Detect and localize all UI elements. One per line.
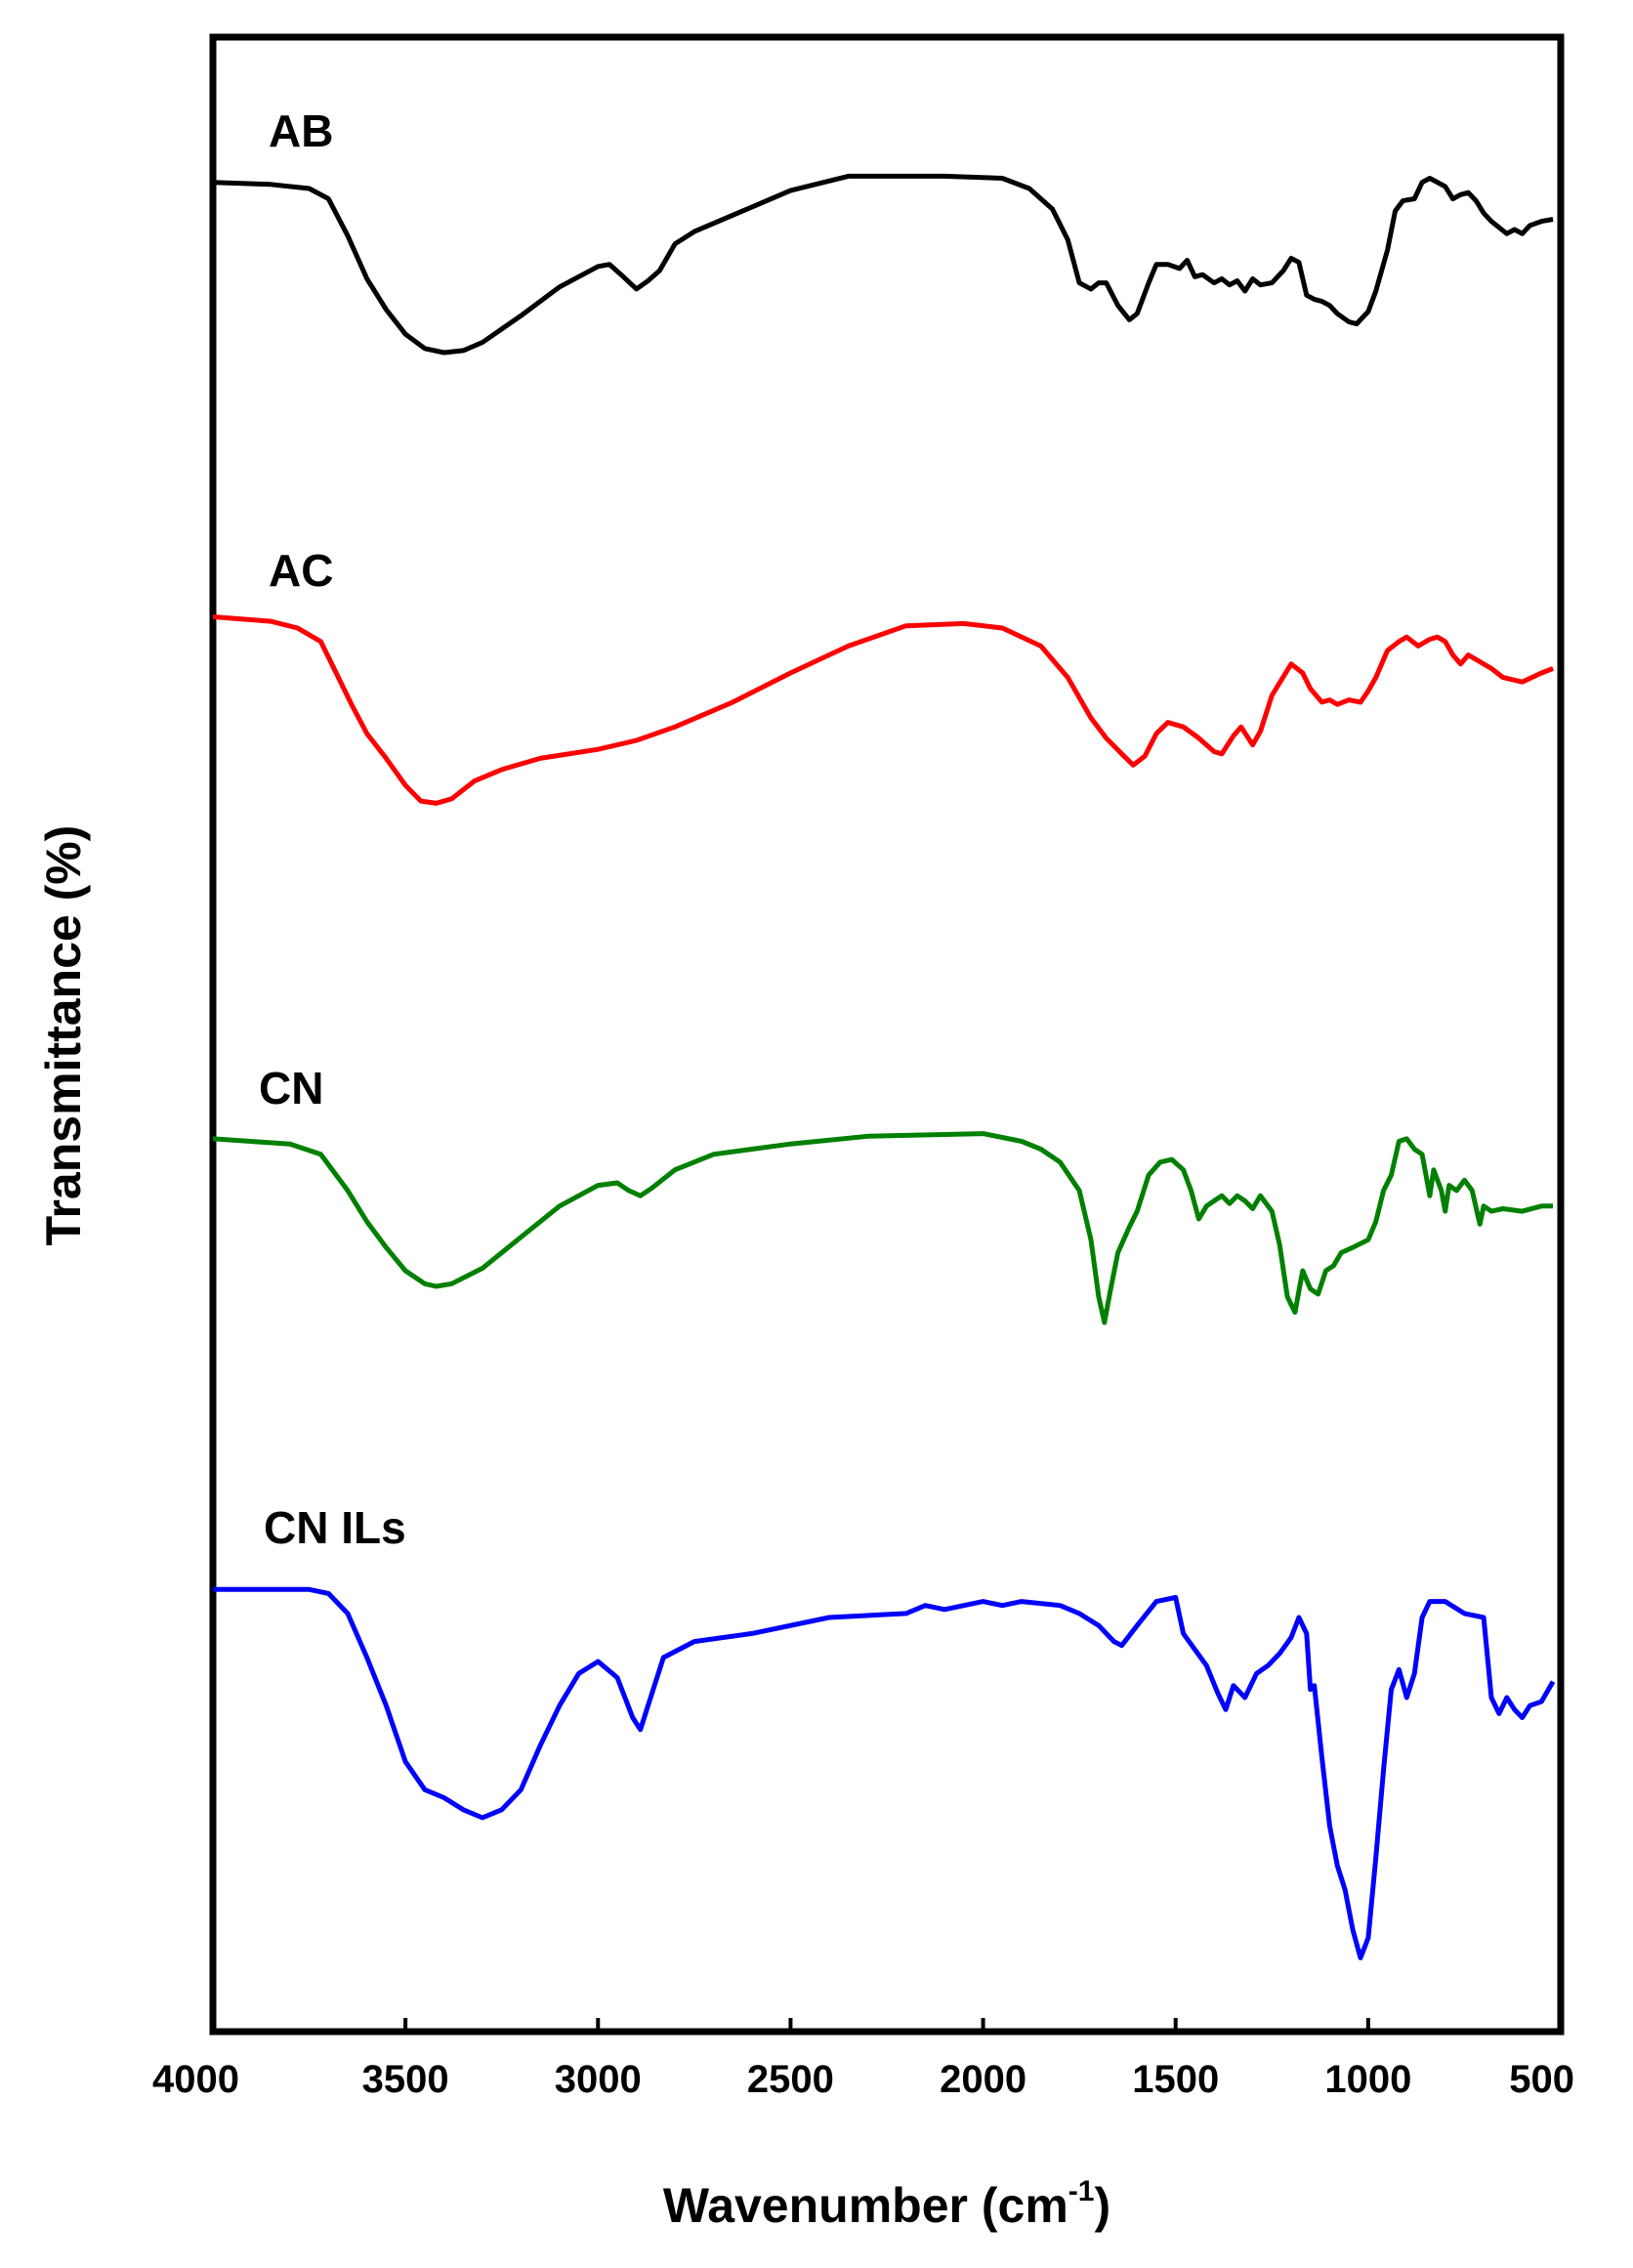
series-layer xyxy=(212,173,1556,1960)
x-tick-label: 1000 xyxy=(1324,2058,1411,2101)
series-label-cn-ils: CN ILs xyxy=(264,1502,406,1553)
series-line-cn xyxy=(212,1131,1554,1325)
series-label-cn: CN xyxy=(259,1063,323,1113)
series-label-ac: AC xyxy=(269,545,333,596)
series-line-ab xyxy=(212,173,1554,356)
series-label-ab: AB xyxy=(269,105,333,156)
x-tick-label: 3500 xyxy=(362,2058,449,2101)
series-line-cn-ils xyxy=(213,1586,1556,1960)
x-tick-label: 3000 xyxy=(555,2058,642,2101)
x-axis-ticks: 4000 3500 3000 2500 2000 1500 1000 500 xyxy=(152,2018,1574,2101)
x-axis-label-close: ) xyxy=(1094,2178,1110,2233)
x-tick-label: 4000 xyxy=(152,2058,239,2101)
x-axis-label: Wavenumber (cm-1) xyxy=(663,2175,1110,2233)
x-axis-label-text: Wavenumber (cm xyxy=(663,2178,1068,2233)
y-axis-label: Transmittance (%) xyxy=(36,825,91,1246)
x-tick-label: 2000 xyxy=(940,2058,1026,2101)
x-tick-label: 1500 xyxy=(1132,2058,1219,2101)
x-axis-label-superscript: -1 xyxy=(1068,2175,1095,2207)
series-label-layer: AB AC CN CN ILs xyxy=(259,105,406,1553)
x-tick-label: 2500 xyxy=(747,2058,834,2101)
plot-frame xyxy=(209,33,1565,2036)
series-line-ac xyxy=(212,614,1555,806)
x-tick-label: 500 xyxy=(1509,2058,1574,2101)
